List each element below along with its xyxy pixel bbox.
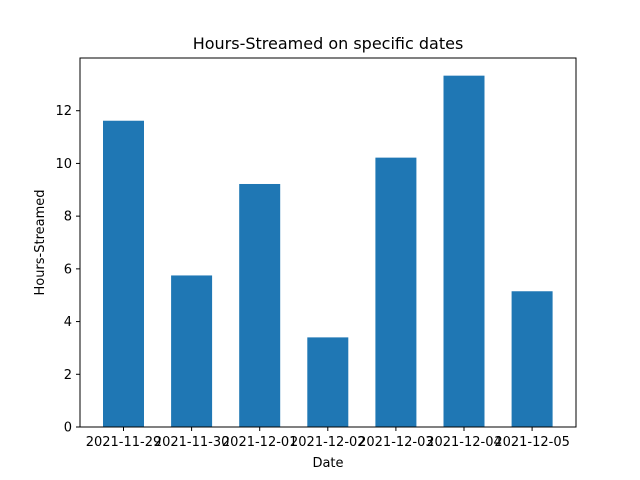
bar-2021-12-05 — [511, 291, 553, 427]
plot-frame — [79, 57, 577, 428]
x-tick-label: 2021-12-04 — [426, 435, 502, 450]
bar-2021-12-02 — [307, 337, 349, 427]
x-tick-label: 2021-11-29 — [86, 435, 162, 450]
chart-title: Hours-Streamed on specific dates — [193, 34, 464, 53]
bar-2021-12-03 — [375, 157, 417, 427]
bar-2021-11-29 — [103, 120, 144, 427]
x-tick-label: 2021-12-03 — [358, 435, 434, 450]
y-axis-ticks: 0 2 4 6 8 10 12 — [55, 104, 80, 436]
y-tick-label: 12 — [55, 104, 72, 119]
bar-2021-12-01 — [239, 183, 281, 427]
y-tick-label: 6 — [64, 262, 72, 277]
x-tick-label: 2021-12-02 — [290, 435, 366, 450]
y-tick-label: 10 — [55, 157, 72, 172]
x-tick-label: 2021-12-01 — [222, 435, 298, 450]
bars-group — [103, 75, 553, 427]
y-tick-label: 2 — [64, 368, 72, 383]
x-tick-label: 2021-12-05 — [494, 435, 570, 450]
bar-2021-11-30 — [171, 275, 213, 427]
y-axis-label: Hours-Streamed — [33, 189, 48, 295]
y-tick-label: 8 — [64, 210, 72, 225]
x-tick-label: 2021-11-30 — [154, 435, 230, 450]
bar-2021-12-04 — [443, 75, 485, 427]
y-tick-label: 0 — [64, 421, 72, 436]
x-axis-label: Date — [312, 456, 343, 471]
y-tick-label: 4 — [64, 315, 72, 330]
x-axis-ticks: 2021-11-292021-11-302021-12-012021-12-02… — [86, 427, 570, 450]
